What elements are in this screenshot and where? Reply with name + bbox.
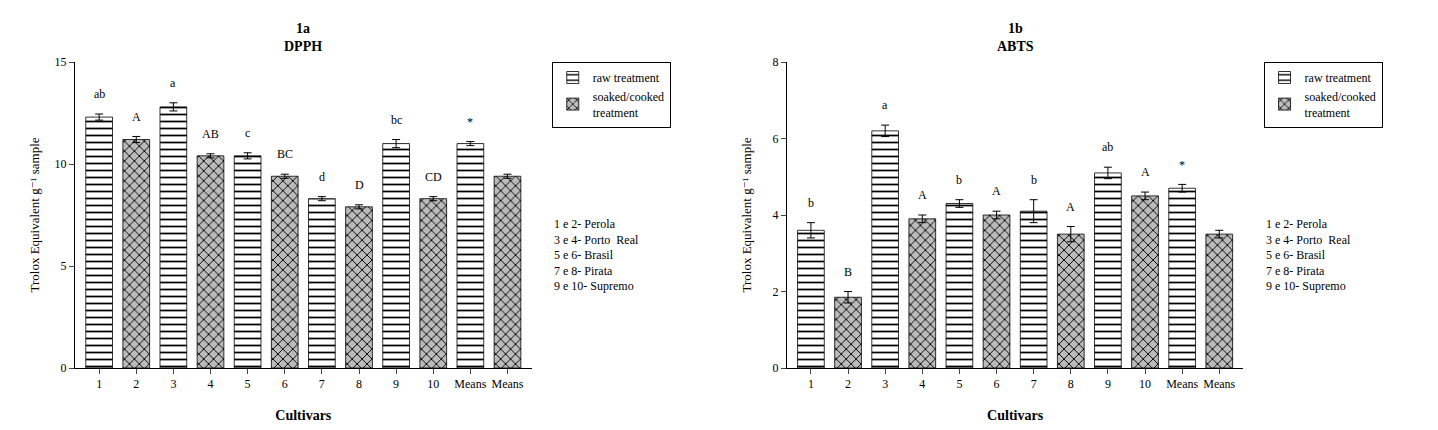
svg-text:a: a xyxy=(170,76,176,90)
svg-text:AB: AB xyxy=(202,127,219,141)
svg-text:BC: BC xyxy=(277,147,293,161)
svg-text:bc: bc xyxy=(391,113,402,127)
svg-text:3: 3 xyxy=(170,377,176,391)
svg-text:soaked/cookedtreatment: soaked/cookedtreatment xyxy=(593,90,664,120)
svg-text:10: 10 xyxy=(427,377,439,391)
svg-text:1 e 2- Perola3 e 4- Porto Rea: 1 e 2- Perola3 e 4- Porto Real5 e 6- Bra… xyxy=(1266,217,1351,293)
svg-text:Cultivars: Cultivars xyxy=(987,408,1044,423)
svg-text:Means: Means xyxy=(1166,377,1198,391)
svg-text:raw treatment: raw treatment xyxy=(1305,71,1372,85)
svg-text:d: d xyxy=(319,170,325,184)
svg-text:a: a xyxy=(882,98,888,112)
svg-text:10: 10 xyxy=(1139,377,1151,391)
svg-text:0: 0 xyxy=(772,361,778,375)
svg-text:2: 2 xyxy=(772,285,778,299)
svg-text:1 e 2- Perola3 e 4- Porto Rea: 1 e 2- Perola3 e 4- Porto Real5 e 6- Bra… xyxy=(554,217,639,293)
svg-text:1: 1 xyxy=(96,377,102,391)
svg-text:8: 8 xyxy=(1068,377,1074,391)
svg-text:*: * xyxy=(467,115,473,129)
svg-text:b: b xyxy=(956,173,962,187)
svg-text:8: 8 xyxy=(356,377,362,391)
svg-text:6: 6 xyxy=(994,377,1000,391)
svg-text:4: 4 xyxy=(919,377,925,391)
svg-text:A: A xyxy=(1066,200,1075,214)
svg-text:Means: Means xyxy=(454,377,486,391)
svg-text:A: A xyxy=(1141,165,1150,179)
svg-text:1bABTS: 1bABTS xyxy=(997,21,1034,54)
svg-text:15: 15 xyxy=(55,55,67,69)
svg-text:Cultivars: Cultivars xyxy=(275,408,332,423)
svg-text:5: 5 xyxy=(245,377,251,391)
svg-text:8: 8 xyxy=(772,55,778,69)
svg-text:CD: CD xyxy=(425,170,442,184)
svg-text:2: 2 xyxy=(845,377,851,391)
svg-text:Means: Means xyxy=(1203,377,1235,391)
svg-text:6: 6 xyxy=(772,132,778,146)
svg-text:10: 10 xyxy=(55,157,67,171)
svg-text:Trolox Equivalent g⁻¹ sample: Trolox Equivalent g⁻¹ sample xyxy=(27,137,42,292)
svg-text:*: * xyxy=(1179,158,1185,172)
svg-text:6: 6 xyxy=(282,377,288,391)
svg-text:0: 0 xyxy=(61,361,67,375)
svg-text:1aDPPH: 1aDPPH xyxy=(284,21,322,54)
svg-text:2: 2 xyxy=(133,377,139,391)
svg-text:9: 9 xyxy=(1105,377,1111,391)
svg-text:A: A xyxy=(918,188,927,202)
svg-text:9: 9 xyxy=(393,377,399,391)
svg-text:7: 7 xyxy=(1031,377,1037,391)
svg-text:B: B xyxy=(844,265,852,279)
svg-text:4: 4 xyxy=(208,377,214,391)
svg-text:ab: ab xyxy=(1102,140,1113,154)
svg-text:c: c xyxy=(245,126,250,140)
svg-text:1: 1 xyxy=(808,377,814,391)
svg-text:D: D xyxy=(355,178,364,192)
svg-text:Trolox Equivalent g⁻¹ sample: Trolox Equivalent g⁻¹ sample xyxy=(739,137,754,292)
svg-text:raw treatment: raw treatment xyxy=(593,71,660,85)
svg-text:5: 5 xyxy=(61,259,67,273)
svg-text:A: A xyxy=(992,184,1001,198)
svg-text:5: 5 xyxy=(956,377,962,391)
svg-text:3: 3 xyxy=(882,377,888,391)
svg-text:b: b xyxy=(808,196,814,210)
svg-text:7: 7 xyxy=(319,377,325,391)
svg-text:Means: Means xyxy=(491,377,523,391)
svg-text:b: b xyxy=(1031,173,1037,187)
svg-text:ab: ab xyxy=(94,87,105,101)
svg-text:soaked/cookedtreatment: soaked/cookedtreatment xyxy=(1305,90,1376,120)
svg-text:A: A xyxy=(132,110,141,124)
svg-text:4: 4 xyxy=(772,208,778,222)
